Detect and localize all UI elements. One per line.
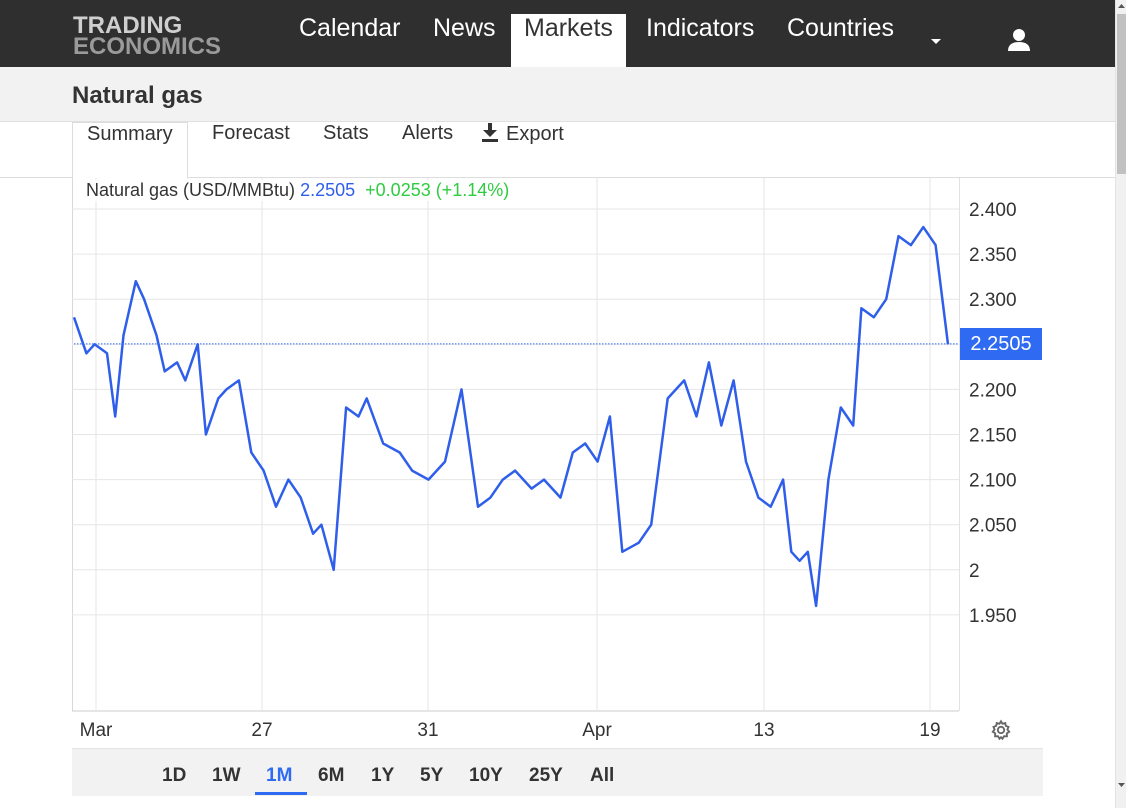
- page-scrollbar[interactable]: [1115, 0, 1126, 808]
- y-tick-label: 1.950: [969, 606, 1017, 627]
- scroll-down-arrow-icon[interactable]: [1117, 780, 1126, 789]
- nav-news[interactable]: News: [433, 14, 496, 42]
- chart-legend: Natural gas (USD/MMBtu) 2.2505 +0.0253 (…: [86, 180, 510, 201]
- y-tick-label: 2.150: [969, 426, 1017, 447]
- nav-countries[interactable]: Countries: [787, 14, 894, 42]
- y-tick-label: 2.050: [969, 516, 1017, 537]
- range-5y[interactable]: 5Y: [420, 765, 444, 786]
- tab-export-label: Export: [506, 123, 564, 145]
- logo-line-2: ECONOMICS: [73, 33, 222, 60]
- page-title: Natural gas: [72, 82, 203, 109]
- tab-stats[interactable]: Stats: [323, 122, 369, 144]
- last-price-tag: 2.2505: [960, 327, 1042, 360]
- legend-change: +0.0253 (+1.14%): [365, 180, 510, 200]
- y-tick-label: 2.100: [969, 471, 1017, 492]
- tab-forecast[interactable]: Forecast: [212, 122, 290, 144]
- range-1y[interactable]: 1Y: [371, 765, 395, 786]
- range-all[interactable]: All: [590, 765, 615, 786]
- tab-alerts[interactable]: Alerts: [402, 122, 454, 144]
- y-tick-label: 2.200: [969, 380, 1017, 401]
- caret-down-icon[interactable]: [926, 30, 946, 50]
- range-selector: 1D 1W 1M 6M 1Y 5Y 10Y 25Y All: [72, 748, 1043, 796]
- nav-markets[interactable]: Markets: [511, 14, 626, 67]
- user-icon[interactable]: [1006, 28, 1032, 52]
- tab-summary[interactable]: Summary: [72, 122, 188, 179]
- scroll-thumb[interactable]: [1117, 14, 1126, 174]
- nav-indicators[interactable]: Indicators: [646, 14, 755, 42]
- x-tick-label: 19: [919, 720, 940, 741]
- legend-value: 2.2505: [300, 180, 356, 200]
- y-tick-label: 2: [969, 561, 980, 582]
- x-tick-label: Mar: [80, 720, 113, 741]
- range-1m[interactable]: 1M: [266, 765, 293, 786]
- title-bar: Natural gas: [0, 67, 1115, 122]
- x-tick-label: 31: [417, 720, 438, 741]
- range-6m[interactable]: 6M: [318, 765, 345, 786]
- x-tick-label: 27: [251, 720, 272, 741]
- x-tick-label: Apr: [582, 720, 612, 741]
- gear-icon[interactable]: [990, 719, 1012, 741]
- logo-line-1: TRADING: [73, 12, 183, 39]
- chart-canvas[interactable]: 2.4002.3502.3002.2502.2002.1502.1002.050…: [72, 178, 1043, 748]
- price-chart[interactable]: 2.4002.3502.3002.2502.2002.1502.1002.050…: [72, 178, 1043, 748]
- top-navbar: TRADING ECONOMICS Calendar News Markets …: [0, 0, 1115, 67]
- brand-logo[interactable]: TRADING ECONOMICS: [73, 14, 248, 60]
- y-tick-label: 2.350: [969, 245, 1017, 266]
- range-25y[interactable]: 25Y: [529, 765, 563, 786]
- y-tick-label: 2.300: [969, 290, 1017, 311]
- range-1d[interactable]: 1D: [162, 765, 187, 786]
- tab-export[interactable]: Export: [481, 122, 564, 178]
- range-10y[interactable]: 10Y: [469, 765, 503, 786]
- nav-calendar[interactable]: Calendar: [299, 14, 401, 42]
- x-tick-label: 13: [753, 720, 774, 741]
- series-line: [72, 225, 950, 608]
- range-1w[interactable]: 1W: [212, 765, 241, 786]
- y-tick-label: 2.400: [969, 200, 1017, 221]
- tabs-row: Summary Forecast Stats Alerts Export: [0, 122, 1115, 179]
- download-icon: [482, 123, 498, 142]
- scroll-up-arrow-icon[interactable]: [1117, 2, 1126, 11]
- legend-series-name: Natural gas (USD/MMBtu): [86, 180, 296, 200]
- active-range-underline: [255, 792, 307, 795]
